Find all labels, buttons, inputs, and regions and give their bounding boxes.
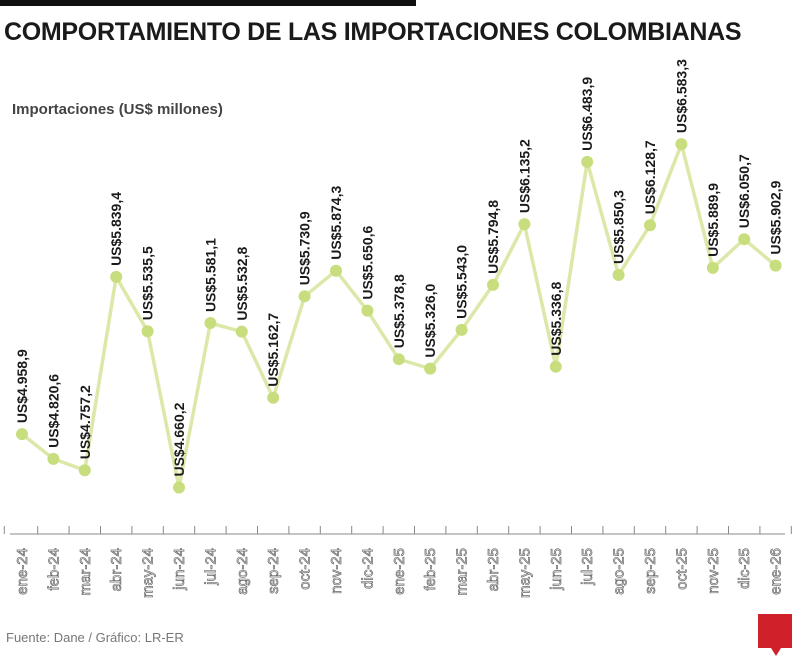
data-point	[298, 290, 311, 303]
data-label: US$5.162,7	[265, 313, 281, 387]
x-tick-label: abr-24	[108, 548, 125, 591]
data-point	[141, 325, 154, 338]
x-tick-label: mar-25	[454, 548, 471, 596]
x-tick-label: ene-25	[391, 548, 408, 595]
data-label: US$5.543,0	[454, 245, 470, 319]
x-tick-label: ago-24	[234, 548, 251, 595]
x-tick-label: ene-26	[768, 548, 785, 595]
data-point	[267, 391, 280, 404]
data-label: US$6.135,2	[516, 139, 532, 213]
x-tick-label: oct-25	[673, 548, 690, 590]
data-point	[706, 261, 719, 274]
data-label: US$5.794,8	[485, 200, 501, 274]
data-label: US$5.326,0	[422, 283, 438, 357]
data-label: US$6.050,7	[736, 154, 752, 228]
data-point	[330, 264, 342, 277]
data-label: US$5.581,1	[202, 238, 218, 312]
data-point	[361, 304, 374, 317]
data-point	[581, 155, 594, 168]
source-note: Fuente: Dane / Gráfico: LR-ER	[6, 630, 184, 645]
data-label: US$5.874,3	[328, 186, 344, 260]
x-tick-label: sep-25	[642, 548, 659, 594]
data-label: US$5.839,4	[108, 192, 124, 266]
data-label: US$5.535,5	[140, 246, 156, 320]
data-label: US$5.378,8	[391, 274, 407, 348]
data-label: US$5.902,9	[768, 180, 784, 254]
lr-logo	[758, 614, 792, 656]
data-point	[78, 464, 91, 477]
x-tick-label: feb-25	[422, 548, 439, 591]
data-label: US$4.820,6	[45, 374, 61, 448]
chart-title: COMPORTAMIENTO DE LAS IMPORTACIONES COLO…	[4, 18, 742, 46]
data-label: US$5.850,3	[611, 190, 627, 264]
x-tick-label: nov-24	[328, 548, 345, 594]
x-tick-label: ago-25	[611, 548, 628, 595]
x-tick-label: oct-24	[297, 548, 314, 590]
x-tick-label: jul-24	[202, 548, 219, 586]
data-label: US$4.757,2	[77, 385, 93, 459]
data-point	[16, 428, 28, 441]
x-tick-label: mar-24	[77, 548, 94, 596]
data-point	[487, 278, 499, 291]
data-point	[235, 325, 248, 338]
x-tick-label: jun-25	[548, 548, 565, 591]
data-label: US$5.730,9	[297, 211, 313, 285]
data-label: US$6.128,7	[642, 140, 658, 214]
x-tick-label: jun-24	[171, 548, 188, 591]
data-point	[455, 323, 468, 336]
data-label: US$5.650,6	[359, 225, 375, 299]
data-point	[173, 481, 185, 494]
y-axis-label: Importaciones (US$ millones)	[12, 101, 223, 118]
x-tick-label: dic-25	[736, 548, 753, 589]
data-point	[392, 353, 405, 366]
data-point	[644, 219, 656, 232]
data-point	[110, 270, 123, 283]
data-point	[612, 268, 625, 281]
data-point	[47, 452, 60, 465]
x-tick-label: jul-25	[579, 548, 596, 586]
data-point	[518, 218, 531, 231]
x-tick-label: nov-25	[705, 548, 722, 594]
data-point	[675, 138, 688, 151]
x-tick-label: sep-24	[265, 548, 282, 594]
data-point	[424, 362, 437, 375]
data-label: US$5.532,8	[234, 247, 250, 321]
data-point	[549, 360, 562, 373]
x-tick-label: may-24	[140, 548, 157, 598]
top-bar	[0, 0, 416, 6]
x-tick-label: may-25	[516, 548, 533, 598]
data-label: US$5.336,8	[548, 282, 564, 356]
data-label: US$4.958,9	[14, 349, 30, 423]
data-label: US$5.889,9	[705, 183, 721, 257]
data-label: US$6.583,3	[673, 59, 689, 133]
x-tick-label: feb-24	[45, 548, 62, 591]
data-point	[204, 317, 217, 330]
x-tick-label: dic-24	[359, 548, 376, 589]
data-label: US$4.660,2	[171, 402, 187, 476]
data-label: US$6.483,9	[579, 77, 595, 151]
x-tick-label: abr-25	[485, 548, 502, 591]
data-point	[769, 259, 782, 272]
x-tick-label: ene-24	[14, 548, 31, 595]
data-point	[738, 233, 751, 246]
